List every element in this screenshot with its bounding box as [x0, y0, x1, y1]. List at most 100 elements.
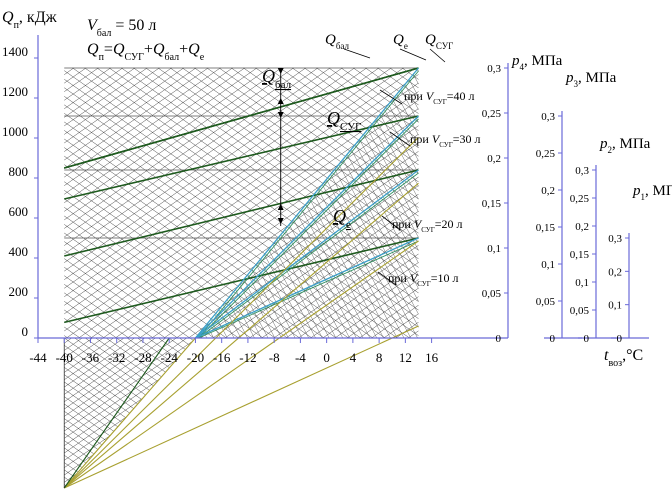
hatch-line — [168, 337, 186, 350]
hatch-line — [359, 139, 372, 163]
qe-line-alt — [198, 70, 419, 339]
hatch-line — [90, 67, 160, 117]
hatch-line — [408, 330, 419, 339]
hatch-line — [177, 115, 256, 171]
hatch-line — [355, 144, 368, 167]
hatch-line — [336, 274, 371, 339]
hatch-line — [400, 89, 417, 119]
hatch-line — [242, 290, 248, 299]
hatch-line — [64, 378, 160, 446]
hatch-line — [114, 67, 184, 117]
hatch-line — [282, 250, 292, 267]
hatch-line — [363, 211, 386, 253]
hatch-line — [380, 255, 419, 328]
hatch-line — [222, 317, 227, 325]
hatch-line — [233, 169, 331, 239]
pressure-tick-label: 0 — [496, 333, 502, 345]
pressure-tick-label: 0,3 — [608, 233, 622, 245]
hatch-line — [287, 115, 365, 171]
y-tick-label: 1000 — [2, 124, 28, 139]
hatch-line — [95, 337, 158, 382]
band-hatch — [64, 115, 419, 171]
qbal-line — [64, 67, 419, 169]
hatch-line — [256, 291, 266, 307]
hatch-line — [362, 171, 379, 201]
qsug-line — [63, 136, 419, 489]
top-label: Qе — [393, 32, 408, 51]
hatch-line — [102, 237, 247, 339]
hatch-line — [344, 188, 360, 215]
series-label: при VСУГ=20 л — [392, 217, 463, 234]
hatch-line — [108, 169, 206, 239]
hatch-line — [64, 181, 145, 239]
hatch-line — [145, 169, 243, 239]
hatch-line — [83, 169, 182, 239]
hatch-line — [175, 67, 245, 117]
hatch-line — [346, 154, 359, 176]
hatch-line — [294, 115, 372, 171]
hatch-line — [71, 169, 170, 239]
hatch-line — [269, 115, 348, 171]
hatch-line — [64, 367, 130, 414]
series-label: при VСУГ=40 л — [404, 89, 475, 106]
hatch-line — [242, 169, 341, 239]
hatch-line — [64, 237, 76, 246]
hatch-line — [229, 303, 233, 310]
hatch-line — [367, 134, 419, 171]
hatch-line — [395, 322, 419, 339]
hatch-line — [213, 324, 216, 329]
x-tick-label: -20 — [187, 350, 204, 365]
hatch-line — [397, 185, 419, 225]
hatch-line — [266, 237, 410, 339]
hatch-line — [64, 130, 121, 171]
hatch-line — [172, 169, 270, 239]
pressure-tick-label: 0 — [617, 333, 623, 345]
x-tick-label: -12 — [239, 350, 256, 365]
pressure-tick-label: 0 — [550, 333, 556, 345]
hatch-line — [239, 284, 244, 291]
hatch-line — [64, 241, 203, 339]
hatch-line — [214, 115, 292, 171]
hatch-line — [254, 169, 353, 239]
hatch-line — [64, 237, 173, 315]
hatch-line — [86, 115, 164, 171]
hatch-line — [364, 237, 419, 277]
hatch-line — [64, 207, 109, 239]
hatch-line — [179, 337, 190, 346]
hatch-line — [322, 67, 392, 117]
hatch-line — [64, 352, 138, 405]
hatch-line — [221, 326, 228, 339]
hatch-line — [181, 169, 280, 239]
hatch-line — [315, 237, 419, 311]
hatch-line — [374, 257, 418, 339]
y-tick-label: 0 — [22, 324, 29, 339]
pressure-tick-label: 0,1 — [487, 243, 501, 255]
hatch-line — [341, 67, 410, 117]
hatch-line — [168, 237, 313, 339]
hatch-line — [253, 311, 269, 339]
hatch-line — [237, 237, 381, 339]
hatch-line — [322, 270, 419, 339]
hatch-line — [193, 169, 292, 239]
hatch-line — [256, 264, 261, 274]
hatch-line — [372, 115, 419, 148]
hatch-line — [80, 115, 158, 171]
hatch-line — [64, 337, 146, 395]
hatch-line — [285, 67, 355, 117]
hatch-line — [159, 115, 238, 171]
hatch-line — [226, 115, 304, 171]
hatch-line — [359, 296, 419, 339]
hatch-line — [248, 314, 262, 339]
dim-arrow — [277, 112, 284, 118]
hatch-line — [64, 67, 74, 75]
hatch-line — [64, 359, 134, 409]
hatch-line — [163, 67, 233, 117]
hatch-line — [407, 127, 419, 149]
pressure-tick-label: 0,05 — [536, 296, 556, 308]
hatch-line — [340, 193, 355, 219]
hatch-line — [298, 253, 419, 339]
hatch-line — [325, 279, 357, 339]
hatch-line — [64, 237, 186, 323]
hatch-line — [64, 96, 93, 117]
